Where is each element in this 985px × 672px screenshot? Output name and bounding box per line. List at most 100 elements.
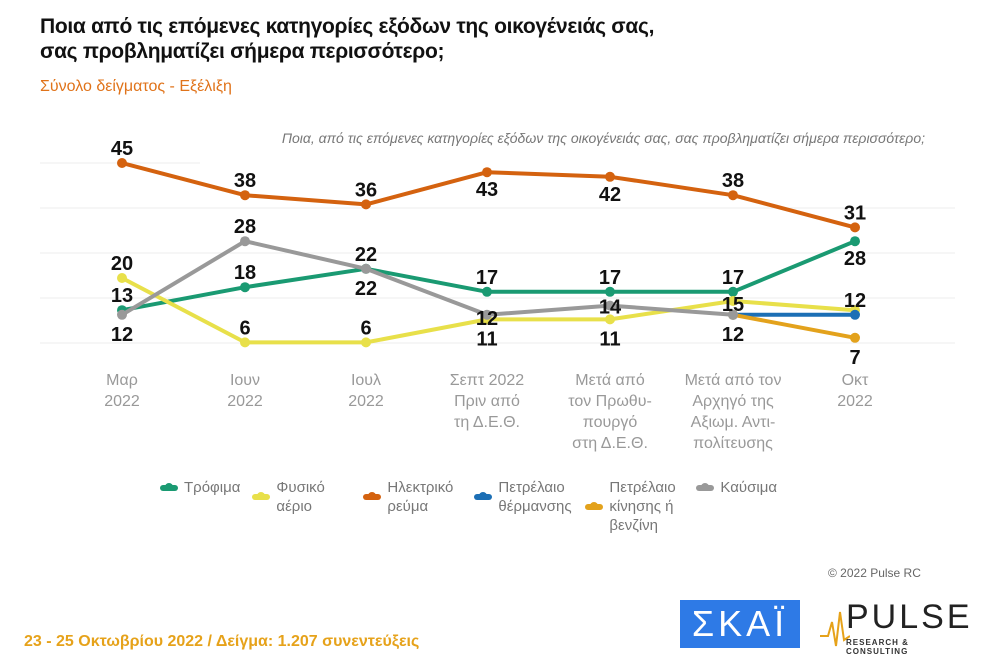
data-label: 22	[355, 244, 377, 266]
data-label: 17	[722, 267, 744, 289]
data-point	[361, 337, 371, 348]
x-tick-line: Πριν από	[454, 393, 520, 410]
skai-logo: ΣΚΑΪ	[680, 600, 800, 648]
pulse-logo-text: PULSE	[846, 598, 973, 636]
data-point	[728, 190, 738, 201]
x-tick-line: Σεπτ 2022	[449, 372, 525, 389]
data-point	[240, 190, 250, 201]
data-point	[240, 236, 250, 247]
x-tick-label: Μαρ 2022	[64, 370, 180, 412]
data-point	[361, 263, 371, 274]
x-tick-line: Μαρ	[106, 372, 138, 389]
data-point	[850, 222, 860, 233]
x-tick-line: Μετά από τον	[684, 372, 782, 389]
data-label: 43	[476, 179, 498, 201]
title-line-1: Ποια από τις επόμενες κατηγορίες εξόδων …	[40, 15, 655, 38]
x-tick-line: Αξιωμ. Αντι-	[690, 414, 776, 431]
data-label: 28	[234, 216, 256, 238]
x-tick-line: 2022	[348, 393, 384, 410]
legend-marker-icon	[160, 482, 178, 491]
x-tick-line: 2022	[837, 393, 873, 410]
legend-item: Πετρέλαιο κίνησης ή βενζίνη	[585, 478, 684, 535]
legend-label: Ηλεκτρικό ρεύμα	[387, 479, 454, 515]
data-label: 31	[844, 202, 866, 224]
data-point	[240, 337, 250, 348]
x-tick-label: Σεπτ 2022 Πριν από τη Δ.Ε.Θ.	[429, 370, 545, 433]
data-label: 20	[111, 253, 133, 275]
x-tick-line: Αρχηγό της	[692, 393, 774, 410]
x-tick-label: Ιουν 2022	[187, 370, 303, 412]
data-label: 36	[355, 179, 377, 201]
data-point	[605, 171, 615, 182]
data-label: 38	[722, 170, 744, 192]
subtitle: Σύνολο δείγματος - Εξέλιξη	[40, 78, 232, 95]
data-label: 12	[722, 324, 744, 346]
series-line-5	[120, 239, 734, 317]
legend-marker-icon	[363, 492, 382, 500]
x-tick-line: Μετά από	[575, 372, 645, 389]
data-point	[850, 309, 860, 320]
x-tick-line: τον Πρωθυ-	[568, 393, 652, 410]
data-point	[482, 167, 492, 178]
legend-marker-icon	[585, 501, 604, 510]
legend-item: Καύσιμα	[696, 478, 777, 497]
legend-label: Τρόφιμα	[184, 479, 241, 496]
x-tick-line: Οκτ	[841, 372, 869, 389]
data-label: 17	[476, 267, 498, 289]
data-label: 7	[849, 347, 860, 369]
data-label: 12	[476, 308, 498, 330]
data-label: 13	[111, 285, 133, 307]
x-tick-line: Ιουλ	[350, 372, 382, 389]
survey-footer: 23 - 25 Οκτωβρίου 2022 / Δείγμα: 1.207 σ…	[24, 633, 420, 650]
data-point	[605, 314, 615, 325]
series-line-4	[732, 312, 856, 340]
data-label: 22	[355, 278, 377, 300]
legend-marker-icon	[696, 482, 715, 491]
legend-label: Πετρέλαιο θέρμανσης	[498, 479, 572, 515]
chart-title: Ποια, από τις επόμενες κατηγορίες εξόδων…	[281, 130, 925, 146]
data-point	[728, 309, 738, 320]
data-label: 18	[234, 262, 256, 284]
x-tick-line: 2022	[104, 393, 140, 410]
data-label: 28	[844, 248, 866, 270]
data-point	[850, 332, 860, 343]
data-point	[117, 309, 127, 320]
data-label: 11	[476, 328, 497, 350]
data-label: 17	[599, 267, 621, 289]
data-label: 15	[722, 294, 744, 316]
data-point	[850, 236, 860, 247]
x-tick-label: Μετά από τον Αρχηγό της Αξιωμ. Αντι-πολίτε…	[675, 370, 791, 454]
x-tick-line: 2022	[227, 393, 263, 410]
legend-item: Φυσικό αέριο	[252, 478, 351, 516]
legend-label: Πετρέλαιο κίνησης ή βενζίνη	[609, 479, 676, 534]
x-tick-line: πολίτευσης	[693, 435, 773, 452]
title-line-2: σας προβληματίζει σήμερα περισσότερο;	[40, 40, 445, 63]
x-tick-label: Μετά από τον Πρωθυ-πουργό στη Δ.Ε.Θ.	[552, 370, 668, 454]
data-point	[605, 300, 615, 311]
data-label: 6	[360, 317, 371, 339]
legend-item: Τρόφιμα	[160, 478, 240, 497]
copyright: © 2022 Pulse RC	[828, 566, 921, 580]
data-point	[728, 286, 738, 297]
legend-marker-icon	[252, 492, 271, 500]
x-tick-line: στη Δ.Ε.Θ.	[572, 435, 648, 452]
x-tick-line: Ιουν	[229, 372, 261, 389]
x-tick-line: πουργό	[582, 414, 638, 431]
pulse-logo: PULSE RESEARCH & CONSULTING	[820, 598, 973, 656]
data-point	[240, 282, 250, 293]
data-point	[482, 286, 492, 297]
data-point	[728, 296, 738, 306]
legend-marker-icon	[474, 492, 493, 500]
legend-label: Καύσιμα	[720, 479, 778, 496]
legend: Τρόφιμα Φυσικό αέριο Ηλεκτρικό ρεύμα Πετρέλ…	[160, 478, 777, 535]
data-point	[482, 309, 492, 320]
legend-item: Ηλεκτρικό ρεύμα	[363, 478, 462, 516]
data-label: 38	[234, 170, 256, 192]
x-tick-line: τη Δ.Ε.Θ.	[454, 414, 520, 431]
data-point	[117, 273, 127, 283]
page-title: Ποια από τις επόμενες κατηγορίες εξόδων …	[40, 14, 654, 64]
x-tick-label: Ιουλ 2022	[308, 370, 424, 412]
line-chart: 13 18 22 17 17 17 28 20 6 6 11 11 15 45 38 36 43 42 38 31 12…	[40, 138, 955, 369]
data-label: 14	[599, 297, 622, 319]
